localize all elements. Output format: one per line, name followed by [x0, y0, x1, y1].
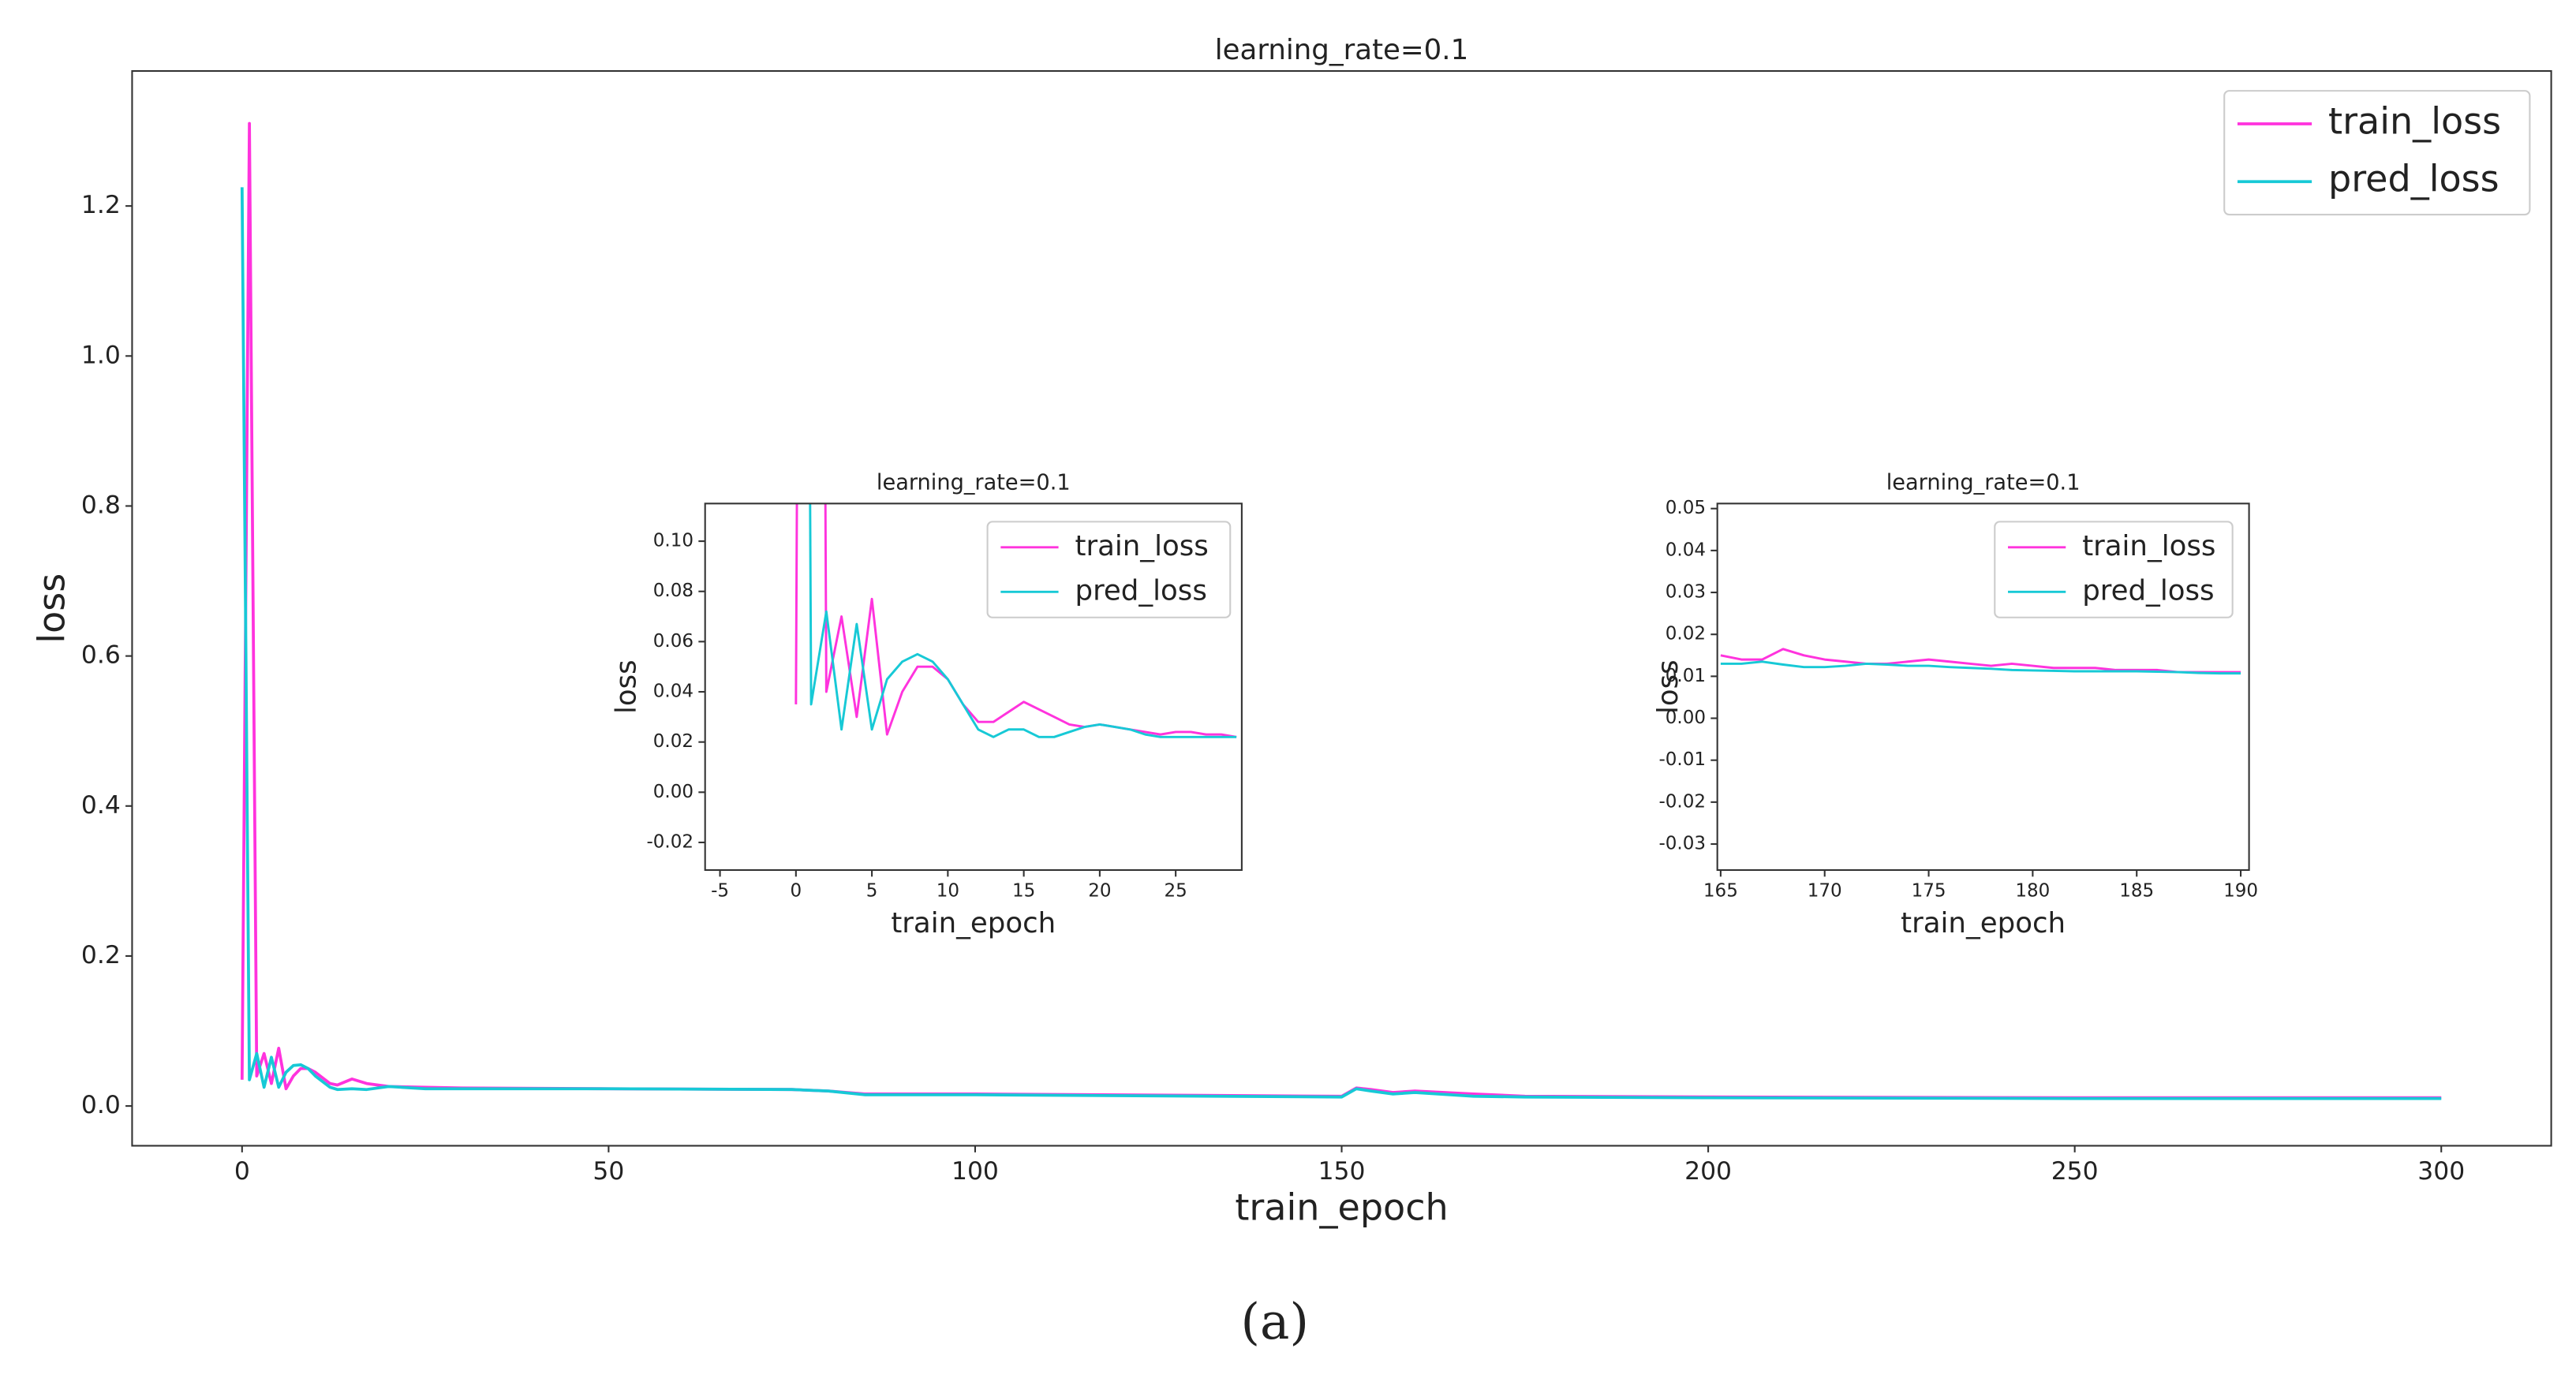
caption: (a): [1241, 1293, 1309, 1350]
x-tick-label: 190: [2223, 881, 2258, 902]
x-tick-label: 0: [790, 881, 802, 902]
x-axis-label: train_epoch: [1235, 1186, 1448, 1229]
legend-label: train_loss: [1075, 530, 1209, 562]
x-axis-label: train_epoch: [891, 907, 1056, 939]
y-tick-label: 0.04: [653, 682, 694, 702]
legend-label: pred_loss: [2328, 158, 2499, 200]
y-tick-label: -0.01: [1658, 749, 1706, 770]
axes-frame: [1716, 502, 2250, 872]
y-tick-label: -0.03: [1658, 834, 1706, 854]
plot-lines: [794, 503, 1237, 738]
y-tick-label: -0.02: [646, 831, 694, 852]
series-line: [240, 187, 2442, 1100]
axes-frame: [131, 69, 2552, 1147]
legend-box: [2223, 90, 2531, 216]
x-tick-label: 250: [2051, 1157, 2099, 1186]
x-tick-label: 0: [234, 1157, 250, 1186]
y-tick-label: 1.0: [81, 341, 121, 369]
x-tick-label: 10: [937, 881, 959, 902]
y-tick-label: 0.00: [1666, 708, 1706, 728]
legend-box: [1994, 521, 2234, 618]
x-tick-label: 180: [2015, 881, 2050, 902]
x-tick-label: 100: [952, 1157, 999, 1186]
x-tick-label: 150: [1318, 1157, 1366, 1186]
x-tick-label: 25: [1164, 881, 1187, 902]
series-line: [809, 503, 1237, 738]
x-tick-label: 20: [1088, 881, 1111, 902]
y-tick-label: 1.2: [81, 191, 121, 219]
y-tick-label: 0.10: [653, 531, 694, 551]
legend-label: train_loss: [2082, 530, 2215, 562]
series-line: [794, 503, 1237, 738]
x-tick-label: 175: [1912, 881, 1946, 902]
x-tick-label: 170: [1808, 881, 1842, 902]
y-tick-label: 0.06: [653, 631, 694, 652]
y-tick-label: -0.02: [1658, 791, 1706, 812]
x-tick-label: 50: [593, 1157, 624, 1186]
y-tick-label: 0.6: [81, 641, 121, 670]
y-axis-label: loss: [610, 659, 642, 714]
y-tick-label: 0.01: [1666, 666, 1706, 686]
x-tick-label: 300: [2417, 1157, 2465, 1186]
y-tick-label: 0.00: [653, 782, 694, 802]
x-tick-label: -5: [711, 881, 729, 902]
y-axis-label: loss: [31, 573, 73, 644]
y-tick-label: 0.0: [81, 1091, 121, 1119]
x-tick-label: 5: [866, 881, 878, 902]
y-tick-label: 0.2: [81, 941, 121, 969]
x-tick-label: 185: [2119, 881, 2154, 902]
x-tick-label: 200: [1684, 1157, 1732, 1186]
x-tick-label: 15: [1012, 881, 1035, 902]
legend-label: pred_loss: [2082, 574, 2214, 607]
plot-lines: [240, 121, 2442, 1100]
y-tick-label: 0.02: [653, 731, 694, 752]
legend-label: pred_loss: [1075, 574, 1207, 607]
y-tick-label: 0.04: [1666, 540, 1706, 560]
y-tick-label: 0.8: [81, 491, 121, 519]
y-tick-label: 0.03: [1666, 582, 1706, 603]
legend-label: train_loss: [2328, 99, 2501, 142]
chart-title: learning_rate=0.1: [1886, 471, 2081, 495]
x-axis-label: train_epoch: [1901, 907, 2066, 939]
x-tick-label: 165: [1703, 881, 1738, 902]
series-line: [1720, 660, 2241, 675]
y-tick-label: 0.08: [653, 581, 694, 601]
chart-title: learning_rate=0.1: [877, 471, 1071, 495]
y-axis-label: loss: [1652, 659, 1684, 714]
y-tick-label: 0.05: [1666, 498, 1706, 518]
plot-lines: [1720, 648, 2241, 675]
y-tick-label: 0.4: [81, 791, 121, 820]
series-line: [1720, 648, 2241, 674]
y-tick-label: 0.02: [1666, 624, 1706, 644]
legend-box: [986, 521, 1232, 618]
chart-title: learning_rate=0.1: [1215, 34, 1468, 66]
axes-frame: [704, 502, 1243, 872]
